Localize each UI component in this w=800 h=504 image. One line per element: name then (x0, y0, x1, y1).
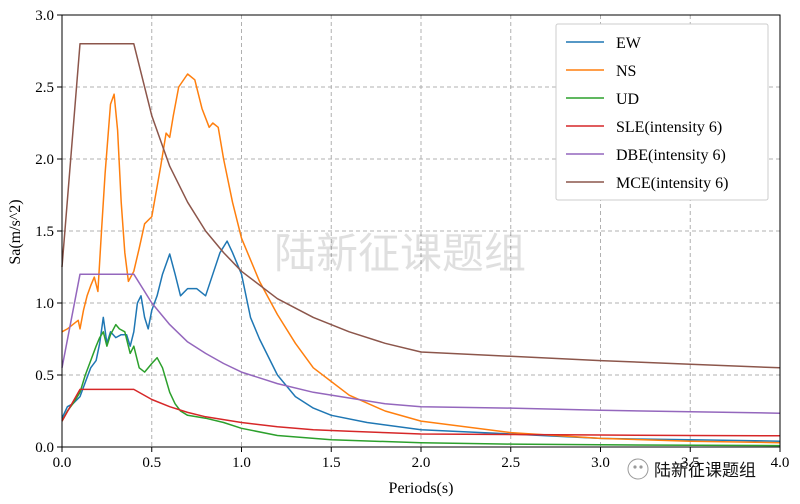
x-axis-label: Periods(s) (389, 480, 454, 497)
x-tick-label: 4.0 (771, 455, 790, 471)
x-tick-label: 2.0 (412, 455, 431, 471)
legend-label: EW (616, 35, 642, 52)
series-line-3 (61, 388, 781, 437)
wechat-icon (627, 458, 649, 480)
wechat-icon-dot (633, 465, 637, 469)
y-tick-label: 0.0 (35, 440, 54, 456)
x-tick-label: 2.5 (501, 455, 520, 471)
watermark-text: 陆新征课题组 (274, 229, 526, 278)
series-line-2 (61, 323, 781, 447)
x-tick-label: 0.0 (53, 455, 72, 471)
legend-label: NS (616, 63, 636, 80)
y-tick-label: 2.0 (35, 152, 54, 168)
x-tick-label: 3.5 (681, 455, 700, 471)
legend-label: MCE(intensity 6) (616, 175, 728, 192)
series-line-5 (61, 43, 781, 369)
y-axis-label: Sa(m/s^2) (7, 199, 24, 264)
y-tick-label: 3.0 (35, 8, 54, 24)
legend-box (555, 23, 769, 201)
wechat-icon-dot (639, 465, 643, 469)
source-badge: 陆新征课题组 (627, 458, 756, 481)
plot-frame (61, 14, 781, 448)
y-tick-label: 1.0 (35, 296, 54, 312)
x-tick-label: 3.0 (591, 455, 610, 471)
series-line-4 (61, 273, 781, 414)
y-tick-label: 1.5 (35, 224, 54, 240)
source-badge-text: 陆新征课题组 (654, 461, 756, 481)
x-tick-label: 0.5 (142, 455, 161, 471)
legend-label: DBE(intensity 6) (616, 147, 726, 164)
legend-label: UD (616, 91, 639, 108)
series-lines (61, 43, 781, 447)
series-line-1 (61, 73, 781, 444)
axes (57, 14, 781, 452)
y-tick-label: 2.5 (35, 80, 54, 96)
tick-labels: 0.0 0.5 1.0 1.5 2.0 2.5 3.0 3.5 4.0 0.0 0.5 1.0 1.5 2… (35, 8, 789, 471)
legend: EW NS UD SLE(intensity 6) DBE(intensity 6) MC… (555, 23, 769, 201)
y-tick-label: 0.5 (35, 368, 54, 384)
x-tick-label: 1.0 (232, 455, 251, 471)
series-line-0 (61, 240, 781, 442)
x-tick-label: 1.5 (322, 455, 341, 471)
legend-label: SLE(intensity 6) (616, 119, 722, 136)
